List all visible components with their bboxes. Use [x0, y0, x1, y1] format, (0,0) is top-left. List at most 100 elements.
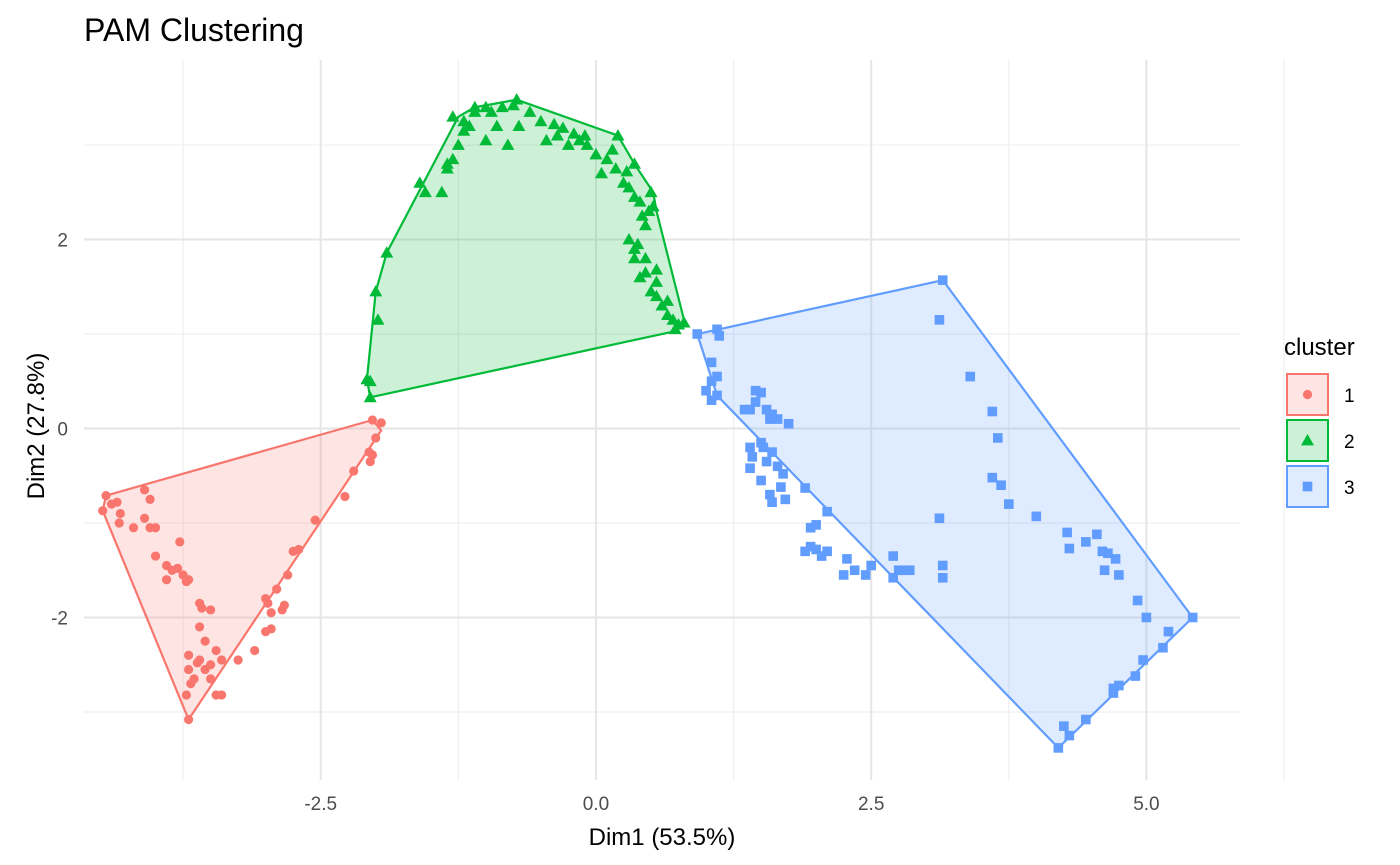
- cluster-3-point: [860, 570, 871, 580]
- cluster-1-point: [310, 515, 320, 525]
- cluster-2-point: [622, 181, 636, 193]
- cluster-3-point: [692, 329, 703, 339]
- cluster-3-point: [1132, 595, 1143, 606]
- cluster-1-point: [145, 494, 155, 504]
- cluster-3-point: [756, 475, 766, 486]
- cluster-2-point: [550, 129, 564, 141]
- cluster-3-point: [888, 551, 898, 561]
- cluster-2-point: [627, 157, 641, 169]
- cluster-3-point: [1108, 688, 1119, 698]
- y-tick-label: -2: [51, 608, 68, 629]
- legend-marker-1: [1302, 389, 1313, 400]
- cluster-3-point: [772, 461, 783, 472]
- cluster-3-point: [767, 497, 777, 508]
- cluster-2-point: [490, 119, 504, 132]
- cluster-3-point: [816, 551, 827, 561]
- cluster-1-point: [197, 603, 207, 613]
- cluster-3-point: [849, 565, 860, 576]
- cluster-1-point: [217, 655, 227, 665]
- cluster-3-point: [1053, 743, 1064, 753]
- cluster-2-point: [627, 251, 641, 264]
- cluster-1-point: [150, 551, 161, 561]
- x-axis-title: Dim1 (53.5%): [589, 824, 736, 851]
- cluster-1-point: [376, 418, 386, 428]
- cluster-3-point: [780, 494, 791, 505]
- cluster-2-point: [605, 143, 619, 155]
- cluster-3-point: [712, 390, 722, 401]
- cluster-2-point: [622, 233, 636, 245]
- cluster-2-point: [479, 100, 493, 113]
- cluster-3-point: [1158, 642, 1168, 653]
- cluster-3-point: [776, 482, 786, 492]
- cluster-3-point: [767, 447, 777, 457]
- cluster-1-point: [112, 497, 122, 507]
- cluster-3-point: [899, 565, 910, 576]
- cluster-3-point: [745, 404, 755, 415]
- cluster-1-point: [150, 523, 161, 533]
- legend-label-2: 2: [1344, 432, 1355, 453]
- cluster-1-point: [183, 650, 194, 660]
- cluster-3-point: [1064, 730, 1075, 741]
- cluster-3-point: [1062, 527, 1072, 538]
- cluster-3-point: [1103, 548, 1113, 559]
- cluster-3-point: [750, 385, 761, 396]
- cluster-1-point: [139, 513, 150, 523]
- cluster-2-point: [556, 121, 570, 133]
- cluster-2-point: [468, 100, 482, 113]
- cluster-3-point: [712, 371, 722, 382]
- cluster-2-point: [644, 185, 658, 198]
- cluster-3-point: [937, 572, 948, 583]
- cluster-3-point: [758, 442, 769, 453]
- cluster-3-point: [750, 397, 761, 407]
- cluster-1-point: [183, 714, 194, 725]
- cluster-3-point: [1187, 612, 1198, 623]
- cluster-1-point: [183, 664, 194, 675]
- cluster-1-point: [186, 679, 196, 689]
- cluster-2-point: [646, 199, 660, 212]
- x-tick-label: 2.5: [858, 794, 884, 815]
- cluster-1-point: [114, 518, 124, 528]
- legend-title: cluster: [1284, 334, 1355, 361]
- cluster-3-point: [811, 544, 821, 555]
- cluster-2-point: [479, 133, 493, 146]
- cluster-1-point: [279, 600, 289, 610]
- cluster-1-point: [294, 544, 304, 555]
- cluster-1-point: [211, 645, 221, 656]
- cluster-3-point: [893, 565, 904, 576]
- legend-label-1: 1: [1344, 386, 1355, 407]
- cluster-3-point: [756, 387, 766, 398]
- cluster-2-point: [446, 110, 460, 122]
- cluster-2-point: [413, 176, 427, 188]
- cluster-2-point: [633, 195, 647, 207]
- cluster-2-point: [510, 93, 524, 105]
- cluster-3-point: [888, 572, 898, 583]
- cluster-2-point: [547, 117, 561, 130]
- cluster-1-point: [367, 415, 378, 425]
- cluster-3-point: [706, 395, 717, 405]
- cluster-3-point: [1092, 529, 1102, 540]
- cluster-2-point: [627, 190, 641, 202]
- cluster-2-point: [649, 275, 663, 287]
- cluster-2-point: [638, 266, 652, 278]
- cluster-1-point: [371, 433, 381, 443]
- cluster-3-point: [761, 404, 772, 415]
- cluster-1-point: [266, 624, 276, 634]
- cluster-3-point: [739, 404, 750, 415]
- cluster-3-point: [706, 376, 717, 387]
- cluster-3-point: [712, 324, 722, 335]
- cluster-1-point: [192, 658, 202, 668]
- cluster-3-point: [765, 414, 775, 424]
- cluster-2-point: [495, 100, 509, 113]
- cluster-3-point: [1114, 680, 1124, 691]
- cluster-2-point: [561, 138, 575, 150]
- cluster-1-point: [161, 575, 172, 585]
- cluster-2-point: [578, 129, 592, 141]
- cluster-1-point: [128, 523, 139, 533]
- cluster-2-point: [457, 114, 471, 127]
- cluster-2-point: [611, 129, 625, 141]
- cluster-3-point: [1138, 655, 1148, 665]
- x-tick-label: 0.0: [583, 794, 609, 815]
- cluster-1-point: [101, 490, 111, 501]
- cluster-3-point: [745, 463, 755, 473]
- cluster-3-point: [838, 570, 849, 580]
